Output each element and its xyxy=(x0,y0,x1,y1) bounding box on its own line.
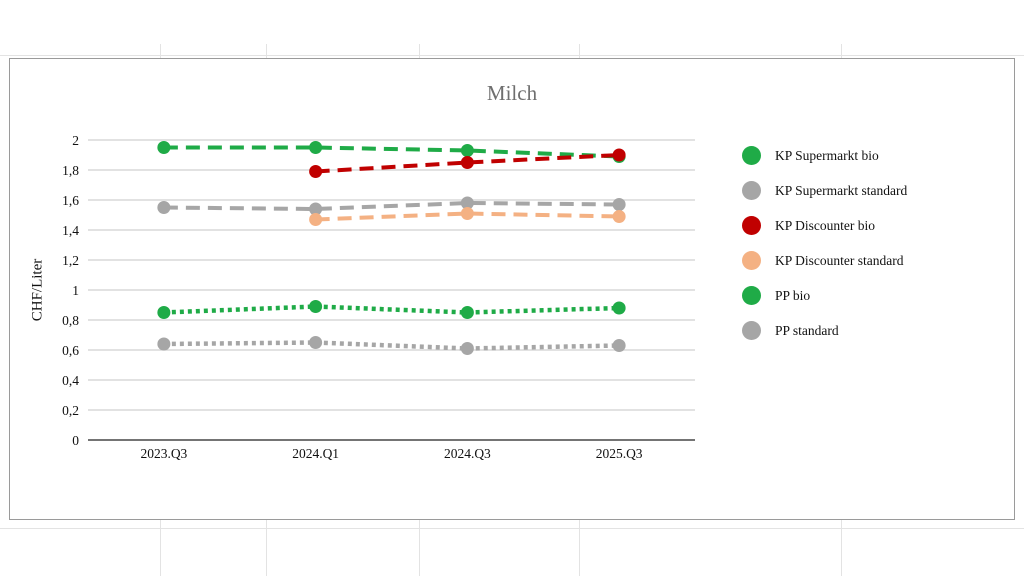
legend: KP Supermarkt bio KP Supermarkt standard K… xyxy=(742,138,907,348)
data-point xyxy=(157,201,171,214)
legend-item: KP Discounter standard xyxy=(742,243,907,278)
data-point xyxy=(309,165,323,178)
legend-marker-icon xyxy=(742,181,761,200)
data-point xyxy=(460,196,474,210)
x-tick-label: 2024.Q3 xyxy=(444,446,491,461)
y-axis-label: CHF/Liter xyxy=(29,258,46,322)
data-point xyxy=(309,202,323,216)
data-point xyxy=(460,156,474,169)
data-point xyxy=(309,336,323,349)
legend-marker-icon xyxy=(742,321,761,340)
series-line-1 xyxy=(163,200,620,212)
data-point xyxy=(612,210,626,223)
chart-container[interactable]: Milch xyxy=(9,58,1015,520)
legend-label: PP standard xyxy=(775,322,839,338)
legend-marker-icon xyxy=(742,286,761,305)
legend-item: PP standard xyxy=(742,313,907,348)
legend-marker-icon xyxy=(742,146,761,165)
legend-item: KP Supermarkt bio xyxy=(742,138,907,173)
legend-label: KP Discounter bio xyxy=(775,217,875,233)
data-point xyxy=(157,337,171,351)
data-point xyxy=(460,144,474,157)
data-point xyxy=(309,141,323,154)
y-tick-label: 0,6 xyxy=(62,343,79,358)
data-point xyxy=(612,339,626,352)
data-point xyxy=(612,148,626,162)
legend-item: KP Discounter bio xyxy=(742,208,907,243)
series-line-5 xyxy=(163,340,620,351)
y-tick-label: 0,4 xyxy=(62,373,79,388)
data-point xyxy=(309,300,323,313)
y-tick-label: 0,8 xyxy=(62,313,79,328)
data-point xyxy=(157,141,171,154)
y-tick-label: 0 xyxy=(72,433,79,448)
data-point xyxy=(460,306,474,319)
series-line-2 xyxy=(315,153,620,174)
legend-label: KP Supermarkt bio xyxy=(775,147,879,163)
y-tick-label: 0,2 xyxy=(62,403,79,418)
y-tick-label: 2 xyxy=(72,133,79,148)
data-point xyxy=(460,207,474,220)
legend-marker-icon xyxy=(742,251,761,270)
legend-label: KP Supermarkt standard xyxy=(775,182,908,198)
legend-item: KP Supermarkt standard xyxy=(742,173,907,208)
y-tick-label: 1,8 xyxy=(62,163,79,178)
y-tick-label: 1,4 xyxy=(62,223,79,238)
legend-item: PP bio xyxy=(742,278,907,313)
x-tick-label: 2023.Q3 xyxy=(140,446,187,461)
series-line-4 xyxy=(163,304,620,315)
data-point xyxy=(157,306,171,319)
x-tick-label: 2024.Q1 xyxy=(292,446,339,461)
data-point xyxy=(612,198,626,211)
y-tick-label: 1,6 xyxy=(62,193,79,208)
x-tick-label: 2025.Q3 xyxy=(596,446,643,461)
series-line-3 xyxy=(315,211,620,222)
y-tick-label: 1 xyxy=(72,283,79,298)
data-point xyxy=(612,301,626,315)
chart-title: Milch xyxy=(486,81,538,105)
legend-label: KP Discounter standard xyxy=(775,252,904,268)
legend-marker-icon xyxy=(742,216,761,235)
y-tick-label: 1,2 xyxy=(62,253,79,268)
data-point xyxy=(309,213,323,226)
data-point xyxy=(460,342,474,355)
legend-label: PP bio xyxy=(775,287,811,303)
series-line-0 xyxy=(163,145,620,159)
